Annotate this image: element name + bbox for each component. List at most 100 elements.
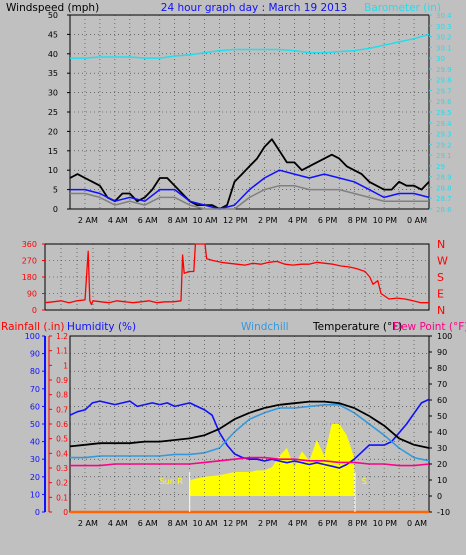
wind-ytick-label: 15 xyxy=(48,147,58,156)
rain-ytick-label: 0.8 xyxy=(56,391,68,400)
temp-ytick-label: 90 xyxy=(437,348,447,357)
baro-ytick-label: 28.8 xyxy=(436,184,452,192)
wind-ylabel: Windspeed (mph) xyxy=(6,2,99,14)
series-wind-direction xyxy=(44,243,429,306)
dewpoint-label: Dew Point (°F) xyxy=(393,321,466,333)
series-barometer-in xyxy=(70,33,430,59)
baro-ytick-label: 29.6 xyxy=(436,98,452,106)
sunset-annotation: S xyxy=(362,477,367,486)
temp-ytick-label: 50 xyxy=(437,412,447,421)
rain-ytick-label: 1.2 xyxy=(56,332,68,341)
baro-ytick-label: 29.5 xyxy=(436,109,452,117)
hum-ytick-label: 40 xyxy=(30,438,40,447)
baro-ytick-label: 29 xyxy=(436,163,445,171)
baro-ytick-label: 29.4 xyxy=(436,120,452,128)
baro-ytick-label: 30 xyxy=(436,55,445,63)
direction-ytick-label: 0 xyxy=(32,306,37,315)
hum-ytick-label: 10 xyxy=(30,490,40,499)
series-solar-radiation xyxy=(70,424,429,496)
wind-ytick-label: 10 xyxy=(48,166,58,175)
baro-ytick-label: 29.9 xyxy=(436,66,452,74)
wind-ytick-label: 50 xyxy=(48,11,58,20)
temp-grid xyxy=(84,336,415,512)
sunrise-annotation: Sun R xyxy=(160,477,184,486)
wind-xtick-label: 4 PM xyxy=(288,216,307,225)
baro-ytick-label: 30.1 xyxy=(436,44,452,52)
hum-ytick-label: 60 xyxy=(30,402,40,411)
hum-ytick-label: 50 xyxy=(30,420,40,429)
wind-xtick-label: 10 PM xyxy=(373,216,398,225)
baro-ytick-label: 29.3 xyxy=(436,131,452,139)
baro-ytick-label: 29.1 xyxy=(436,152,452,160)
temp-xtick-label: 0 AM xyxy=(407,519,427,528)
direction-compass-label: E xyxy=(437,288,444,301)
baro-ytick-label: 30.2 xyxy=(436,34,452,42)
temp-ytick-label: 10 xyxy=(437,476,447,485)
hum-ytick-label: 0 xyxy=(35,508,40,517)
wind-ytick-label: 45 xyxy=(48,30,58,39)
rain-ytick-label: 0.6 xyxy=(56,420,68,429)
hum-ytick-label: 20 xyxy=(30,473,40,482)
rain-ylabel: Rainfall (.in) xyxy=(1,321,64,333)
wind-ytick-label: 5 xyxy=(53,186,58,195)
temp-ylabel: Temperature (°F) xyxy=(312,321,402,333)
baro-ytick-label: 29.8 xyxy=(436,77,452,85)
temp-xtick-label: 2 AM xyxy=(78,519,98,528)
direction-hgrid xyxy=(45,260,429,294)
rain-ytick-label: 1 xyxy=(63,361,68,370)
temp-ytick-label: 0 xyxy=(437,492,442,501)
wind-xtick-label: 6 AM xyxy=(138,216,158,225)
temp-xtick-label: 12 PM xyxy=(223,519,248,528)
wind-ytick-label: 30 xyxy=(48,89,58,98)
baro-ytick-label: 28.7 xyxy=(436,195,452,203)
wind-xtick-label: 8 AM xyxy=(168,216,188,225)
temp-ytick-label: 100 xyxy=(437,332,452,341)
wind-xtick-label: 8 PM xyxy=(348,216,367,225)
hum-ytick-label: 70 xyxy=(30,385,40,394)
windchill-label: Windchill xyxy=(241,321,289,333)
temp-xtick-label: 10 PM xyxy=(373,519,398,528)
wind-xtick-label: 0 AM xyxy=(407,216,427,225)
wind-xtick-label: 12 PM xyxy=(223,216,248,225)
wind-ytick-label: 0 xyxy=(53,205,58,214)
chart-layer: 0510152025303540455028.628.728.828.92929… xyxy=(22,11,453,528)
temp-xtick-label: 4 AM xyxy=(108,519,128,528)
direction-ytick-label: 270 xyxy=(22,257,37,266)
direction-ytick-label: 360 xyxy=(22,240,37,249)
hum-ytick-label: 80 xyxy=(30,367,40,376)
wind-ytick-label: 25 xyxy=(48,108,58,117)
series-humidity xyxy=(69,398,430,469)
temp-xtick-label: 6 PM xyxy=(318,519,337,528)
wind-ytick-label: 35 xyxy=(48,69,58,78)
hum-ytick-label: 30 xyxy=(30,455,40,464)
rain-ytick-label: 0.9 xyxy=(56,376,68,385)
series-windspeed-mph xyxy=(69,138,430,210)
direction-compass-label: S xyxy=(437,271,444,284)
wind-grid xyxy=(84,15,415,209)
rain-ytick-label: 0.3 xyxy=(56,464,68,473)
hum-ytick-label: 90 xyxy=(30,350,40,359)
temp-xtick-label: 10 AM xyxy=(192,519,217,528)
temp-ytick-label: 60 xyxy=(437,396,447,405)
baro-ylabel: Barometer (in) xyxy=(364,2,441,14)
wind-xtick-label: 10 AM xyxy=(192,216,217,225)
temp-xtick-label: 4 PM xyxy=(288,519,307,528)
temp-ytick-label: -10 xyxy=(437,508,450,517)
rain-ytick-label: 1.1 xyxy=(56,347,68,356)
wind-title: 24 hour graph day : March 19 2013 xyxy=(161,2,347,14)
direction-ytick-label: 180 xyxy=(22,273,37,282)
temp-xtick-label: 6 AM xyxy=(138,519,158,528)
baro-ytick-label: 28.9 xyxy=(436,174,452,182)
temp-xtick-label: 8 PM xyxy=(348,519,367,528)
temp-ytick-label: 80 xyxy=(437,364,447,373)
temp-ytick-label: 20 xyxy=(437,460,447,469)
wind-xtick-label: 6 PM xyxy=(318,216,337,225)
baro-ytick-label: 30.4 xyxy=(436,12,452,20)
wind-ytick-label: 20 xyxy=(48,127,58,136)
baro-ytick-label: 28.6 xyxy=(436,206,452,214)
temp-xtick-label: 8 AM xyxy=(168,519,188,528)
series-wind-average xyxy=(70,184,429,210)
rain-ytick-label: 0.5 xyxy=(56,435,68,444)
wind-xtick-label: 2 PM xyxy=(258,216,277,225)
